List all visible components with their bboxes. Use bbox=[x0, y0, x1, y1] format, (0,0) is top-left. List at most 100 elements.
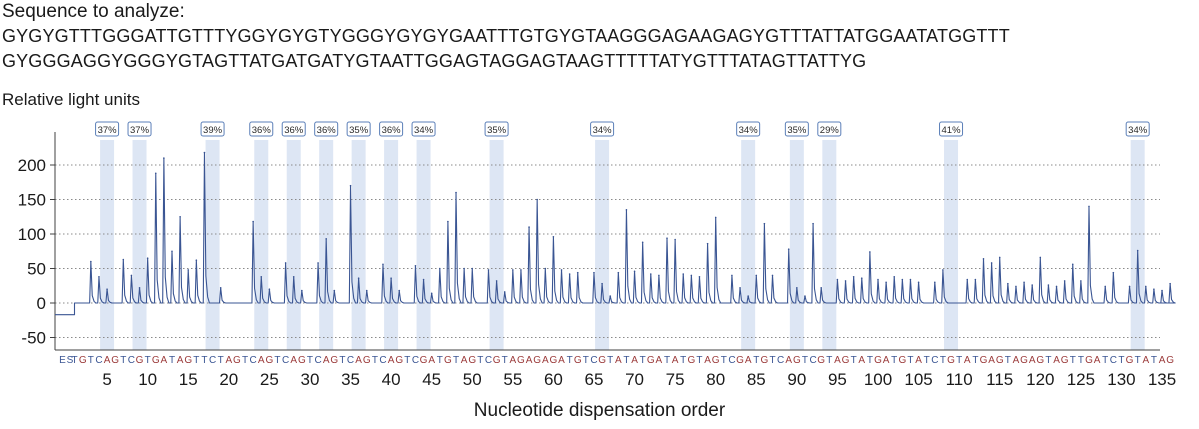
peak-point bbox=[1128, 285, 1131, 288]
dispensation-letter: G bbox=[265, 355, 273, 366]
peak-point bbox=[98, 275, 100, 278]
dispensation-letter: G bbox=[550, 355, 558, 366]
peak-point bbox=[463, 267, 465, 270]
dispensation-letter: T bbox=[201, 355, 207, 366]
x-tick-label: 60 bbox=[544, 370, 563, 389]
cpg-percentage-label: 34% bbox=[593, 125, 613, 136]
dispensation-letter: G bbox=[517, 355, 525, 366]
dispensation-letter: G bbox=[136, 355, 144, 366]
x-tick-label: 95 bbox=[828, 370, 847, 389]
cpg-site-band bbox=[286, 140, 301, 350]
peak-point bbox=[1136, 249, 1139, 252]
dispensation-letter: G bbox=[395, 355, 403, 366]
dispensation-letter: S bbox=[67, 355, 74, 366]
peak-point bbox=[106, 288, 108, 290]
dispensation-letter: A bbox=[542, 355, 549, 366]
dispensation-letter: A bbox=[161, 355, 168, 366]
peak-point bbox=[471, 267, 474, 270]
cpg-percentage-badge bbox=[1125, 121, 1150, 137]
dispensation-letter: A bbox=[672, 355, 679, 366]
dispensation-letter: A bbox=[1094, 355, 1101, 366]
dispensation-letter: A bbox=[355, 355, 362, 366]
x-tick-label: 120 bbox=[1026, 370, 1054, 389]
peak-point bbox=[284, 262, 287, 264]
peak-point bbox=[317, 262, 319, 264]
dispensation-letter: T bbox=[218, 355, 224, 366]
dispensation-letter: A bbox=[177, 355, 184, 366]
pyrogram-trace bbox=[55, 152, 1176, 316]
peak-point bbox=[1169, 282, 1171, 285]
dispensation-letter: T bbox=[769, 355, 775, 366]
x-tick-label: 75 bbox=[666, 370, 685, 389]
dispensation-letter: G bbox=[996, 355, 1004, 366]
peak-point bbox=[739, 287, 741, 289]
dispensation-letter: A bbox=[509, 355, 516, 366]
peak-point bbox=[512, 269, 514, 271]
peak-point bbox=[852, 275, 855, 278]
dispensation-letter: T bbox=[607, 355, 613, 366]
peak-point bbox=[836, 278, 839, 281]
peak-point bbox=[812, 222, 814, 225]
cpg-percentage-label: 29% bbox=[820, 125, 840, 136]
dispensation-letter: T bbox=[372, 355, 378, 366]
cpg-percentage-label: 37% bbox=[130, 125, 150, 136]
cpg-percentage-badge bbox=[784, 121, 809, 137]
dispensation-letter: A bbox=[964, 355, 971, 366]
peak-point bbox=[909, 278, 912, 281]
dispensation-letter: G bbox=[947, 355, 955, 366]
peak-point bbox=[617, 271, 620, 274]
dispensation-letter: T bbox=[307, 355, 313, 366]
cpg-percentage-label: 36% bbox=[252, 125, 272, 136]
dispensation-letter: A bbox=[883, 355, 890, 366]
peak-point bbox=[260, 275, 263, 278]
dispensation-letter: G bbox=[79, 355, 87, 366]
x-tick-label: 50 bbox=[463, 370, 482, 389]
dispensation-letter: G bbox=[793, 355, 801, 366]
peak-point bbox=[1071, 263, 1074, 266]
peak-point bbox=[990, 262, 993, 264]
dispensation-letter: G bbox=[874, 355, 882, 366]
cpg-site-band bbox=[944, 140, 959, 350]
cpg-percentage-badge bbox=[314, 121, 339, 137]
dispensation-letter: A bbox=[615, 355, 622, 366]
dispensation-letter: G bbox=[444, 355, 452, 366]
dispensation-letter: T bbox=[1045, 355, 1051, 366]
peak-point bbox=[1112, 271, 1115, 274]
x-tick-label: 10 bbox=[138, 370, 157, 389]
dispensation-letter: T bbox=[802, 355, 808, 366]
dispensation-letter: C bbox=[412, 355, 419, 366]
dispensation-letter: G bbox=[1126, 355, 1134, 366]
peak-point bbox=[787, 248, 790, 250]
dispensation-letter: T bbox=[851, 355, 857, 366]
x-tick-label: 35 bbox=[341, 370, 360, 389]
dispensation-letter: T bbox=[145, 355, 151, 366]
peak-point bbox=[998, 256, 1001, 259]
cpg-site-band bbox=[384, 140, 399, 350]
x-axis-label: Nucleotide dispensation order bbox=[473, 400, 726, 421]
peak-point bbox=[422, 278, 425, 281]
cpg-percentage-badge bbox=[817, 121, 842, 137]
pyrogram-chart: -50 0 50 100 150 200 37% 37% 39% 36% 36% 36% 35% 36% 3… bbox=[18, 121, 1176, 389]
peak-point bbox=[414, 264, 417, 267]
y-tick-label: 150 bbox=[18, 191, 46, 210]
dispensation-letter: T bbox=[1118, 355, 1124, 366]
cpg-site-band bbox=[100, 140, 115, 350]
cpg-site-band bbox=[351, 140, 366, 350]
peak-point bbox=[731, 274, 733, 277]
dispensation-letter: A bbox=[526, 355, 533, 366]
dispensation-letter: T bbox=[477, 355, 483, 366]
dispensation-letter: T bbox=[826, 355, 832, 366]
dispensation-letter: A bbox=[258, 355, 265, 366]
cpg-percentage-label: 34% bbox=[1128, 125, 1148, 136]
peak-point bbox=[219, 287, 222, 289]
peak-point bbox=[447, 220, 449, 223]
peak-point bbox=[1055, 285, 1058, 288]
dispensation-letter: A bbox=[1013, 355, 1020, 366]
dispensation-letter: C bbox=[590, 355, 597, 366]
dispensation-letter: A bbox=[988, 355, 995, 366]
dispensation-letter: G bbox=[111, 355, 119, 366]
peak-point bbox=[1007, 282, 1009, 285]
dispensation-letter: A bbox=[631, 355, 638, 366]
x-tick-label: 90 bbox=[787, 370, 806, 389]
dispensation-letter: T bbox=[169, 355, 175, 366]
